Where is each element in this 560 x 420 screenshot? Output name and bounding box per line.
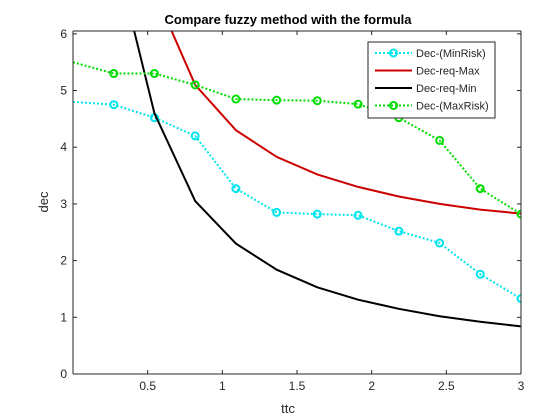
ticks-layer: 0.5 1 1.5 2 2.5 3 0 1 2 3 4 5 6	[60, 27, 524, 393]
data-point-dec-minrisk	[353, 210, 363, 220]
chart-title: Compare fuzzy method with the formula	[164, 12, 412, 27]
data-point-dec-minrisk	[312, 209, 322, 219]
data-point-dec-minrisk	[516, 294, 521, 304]
series-line-dec-maxrisk	[73, 61, 521, 215]
data-point-dec-minrisk	[109, 100, 119, 110]
legend: Dec-(MinRisk) Dec-req-Max Dec-req-Min Dec-(…	[367, 41, 496, 119]
legend-label-dec-req-min: Dec-req-Min	[416, 83, 477, 95]
legend-label-dec-maxrisk: Dec-(MaxRisk)	[416, 101, 489, 113]
legend-label-dec-req-max: Dec-req-Max	[416, 66, 480, 78]
series-line-dec-req-min	[133, 31, 521, 328]
x-tick-label: 1	[219, 379, 226, 393]
data-point-dec-minrisk	[475, 269, 485, 279]
data-point-dec-maxrisk	[353, 99, 363, 109]
x-tick-label: 3	[518, 379, 525, 393]
data-point-dec-minrisk	[272, 207, 282, 217]
y-tick-label: 2	[60, 254, 67, 268]
legend-label-dec-minrisk: Dec-(MinRisk)	[416, 48, 486, 60]
y-tick-label: 3	[60, 197, 67, 211]
x-axis-label: ttc	[281, 401, 295, 416]
legend-marker-dec-minrisk	[389, 48, 398, 58]
x-tick-label: 0.5	[139, 379, 156, 393]
data-point-dec-minrisk	[394, 226, 404, 236]
series-layer	[73, 31, 521, 328]
series-line-dec-req-max	[170, 31, 521, 215]
data-point-dec-maxrisk	[109, 69, 119, 79]
data-point-dec-minrisk	[231, 184, 241, 194]
x-tick-label: 2.5	[438, 379, 455, 393]
legend-marker-dec-maxrisk	[389, 101, 398, 110]
data-point-dec-maxrisk	[149, 69, 159, 79]
y-tick-label: 4	[60, 140, 67, 154]
data-point-dec-maxrisk	[475, 184, 485, 194]
x-tick-label: 2	[368, 379, 375, 393]
y-tick-label: 0	[60, 367, 67, 381]
data-point-dec-minrisk	[435, 238, 445, 248]
x-tick-label: 1.5	[289, 379, 306, 393]
series-line-dec-minrisk	[73, 100, 521, 300]
y-tick-label: 1	[60, 310, 67, 324]
data-point-dec-maxrisk	[231, 94, 241, 104]
y-tick-label: 6	[60, 27, 67, 41]
data-point-dec-maxrisk	[435, 135, 445, 145]
y-axis-label: dec	[36, 191, 51, 212]
data-point-dec-maxrisk	[272, 95, 282, 105]
data-point-dec-minrisk	[190, 131, 200, 141]
y-tick-label: 5	[60, 84, 67, 98]
data-point-dec-maxrisk	[516, 209, 521, 219]
data-point-dec-maxrisk	[190, 80, 200, 90]
data-point-dec-maxrisk	[312, 96, 322, 106]
